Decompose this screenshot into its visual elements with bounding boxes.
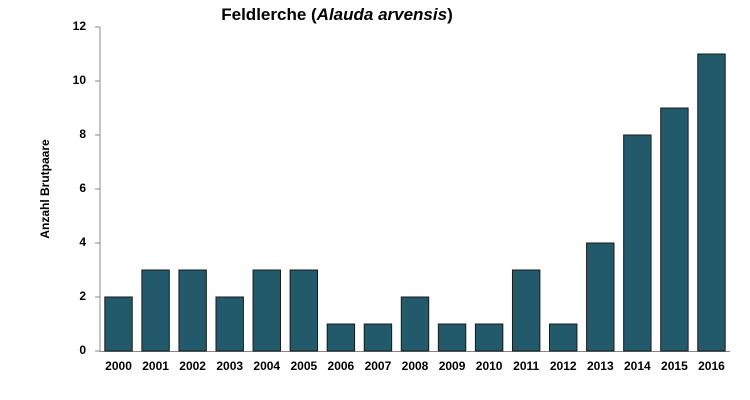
x-tick-label: 2016 — [698, 359, 725, 373]
bar — [178, 269, 207, 352]
bar — [363, 323, 393, 352]
chart-title: Feldlerche (Alauda arvensis) — [221, 5, 453, 24]
x-tick-label: 2004 — [253, 359, 280, 373]
y-tick-label: 6 — [79, 181, 86, 195]
y-tick-label: 0 — [79, 343, 86, 357]
x-tick-label: 2011 — [513, 359, 539, 373]
x-tick-label: 2003 — [216, 359, 243, 373]
x-tick-label: 2013 — [587, 359, 614, 373]
bar — [549, 323, 578, 352]
x-tick-label: 2012 — [550, 359, 577, 373]
bar — [623, 134, 652, 352]
x-tick-label: 2005 — [290, 359, 317, 373]
bar — [660, 107, 689, 352]
bar — [252, 269, 281, 352]
bar — [697, 53, 726, 352]
x-tick-label: 2010 — [476, 359, 503, 373]
y-tick-label: 10 — [73, 73, 87, 87]
title-part: Feldlerche ( — [221, 5, 317, 24]
title-part: ) — [447, 5, 453, 24]
y-axis-label: Anzahl Brutpaare — [38, 139, 52, 239]
bar — [511, 269, 541, 352]
bar — [104, 296, 133, 352]
bar — [215, 296, 244, 352]
bar — [400, 296, 430, 352]
x-tick-label: 2006 — [328, 359, 355, 373]
x-tick-label: 2009 — [439, 359, 466, 373]
bar — [141, 269, 170, 352]
x-tick-label: 2002 — [179, 359, 206, 373]
bar — [326, 323, 356, 352]
bar — [289, 269, 319, 352]
y-tick-label: 4 — [79, 235, 86, 249]
x-tick-label: 2014 — [624, 359, 651, 373]
bar — [437, 323, 467, 352]
x-tick-label: 2000 — [105, 359, 132, 373]
x-tick-label: 2015 — [661, 359, 688, 373]
x-tick-label: 2008 — [402, 359, 429, 373]
y-tick-label: 8 — [79, 127, 86, 141]
x-tick-label: 2001 — [142, 359, 169, 373]
title-part: Alauda arvensis — [316, 5, 447, 24]
y-tick-label: 2 — [79, 289, 86, 303]
bar — [586, 242, 615, 352]
y-tick-label: 12 — [73, 19, 87, 33]
x-tick-label: 2007 — [365, 359, 392, 373]
bar — [474, 323, 504, 352]
